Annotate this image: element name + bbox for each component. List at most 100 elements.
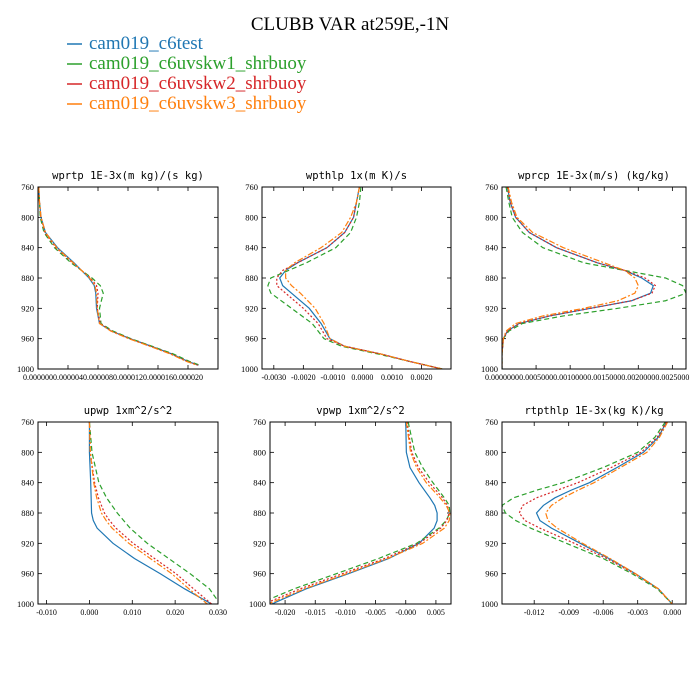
x-tick-label: -0.010 — [36, 608, 57, 617]
x-tick-label: 0.000004 — [53, 373, 83, 382]
y-tick-label: 760 — [485, 417, 498, 427]
panel-title: vpwp 1xm^2/s^2 — [316, 405, 405, 417]
x-tick-label: 0.000008 — [83, 373, 113, 382]
x-tick-label: 0.0020 — [410, 373, 432, 382]
x-tick-label: 0.0000000 — [485, 373, 519, 382]
x-tick-label: 0.000000 — [23, 373, 53, 382]
plot-frame — [501, 186, 687, 370]
y-tick-label: 800 — [485, 447, 498, 457]
y-tick-label: 920 — [245, 303, 258, 313]
series-line — [535, 422, 673, 604]
y-tick-label: 880 — [253, 508, 266, 518]
series-line — [270, 422, 451, 604]
series-line — [270, 422, 450, 603]
x-tick-label: -0.003 — [627, 608, 648, 617]
legend-entry: cam019_c6uvskw2_shrbuoy — [67, 73, 307, 94]
series-line — [267, 187, 443, 369]
chart-panel: upwp 1xm^2/s^2 760 800 840 880 920 960 1000-0.0… — [17, 405, 227, 617]
legend: cam019_c6testcam019_c6uvskw1_shrbuoycam0… — [67, 33, 307, 114]
panel-title: upwp 1xm^2/s^2 — [84, 405, 173, 417]
plot-frame — [269, 421, 452, 605]
series-line — [88, 422, 208, 604]
y-tick-label: 800 — [245, 212, 258, 222]
series-line — [518, 422, 673, 604]
series-line — [38, 187, 201, 366]
y-tick-label: 1000 — [17, 599, 34, 609]
legend-label: cam019_c6uvskw2_shrbuoy — [89, 73, 307, 94]
y-tick-label: 1000 — [481, 364, 498, 374]
x-tick-label: 0.010 — [123, 608, 141, 617]
y-tick-label: 960 — [253, 569, 266, 579]
plot-frame — [261, 186, 452, 370]
series-line — [502, 187, 657, 369]
x-tick-label: 0.020 — [166, 608, 184, 617]
legend-entry: cam019_c6test — [67, 33, 204, 54]
panel-title: wprtp 1E-3x(m kg)/(s kg) — [52, 170, 204, 182]
x-tick-label: 0.0020000 — [621, 373, 655, 382]
series-line — [285, 187, 443, 369]
panel-title: wpthlp 1x(m K)/s — [306, 170, 407, 182]
y-tick-label: 840 — [21, 478, 34, 488]
y-tick-label: 760 — [485, 182, 498, 192]
series-line — [502, 187, 655, 369]
y-tick-label: 880 — [245, 273, 258, 283]
y-tick-label: 840 — [485, 478, 498, 488]
series-line — [502, 187, 639, 369]
series-line — [279, 187, 443, 369]
x-tick-label: -0.006 — [593, 608, 614, 617]
y-tick-label: 800 — [21, 212, 34, 222]
y-tick-label: 800 — [485, 212, 498, 222]
series-line — [88, 422, 212, 604]
y-tick-label: 760 — [253, 417, 266, 427]
x-tick-label: -0.0030 — [261, 373, 286, 382]
y-tick-label: 920 — [21, 303, 34, 313]
y-tick-label: 1000 — [17, 364, 34, 374]
x-tick-label: 0.0015000 — [587, 373, 621, 382]
series-line — [38, 187, 199, 366]
panels: wprtp 1E-3x(m kg)/(s kg) 760 800 840 880 920 9… — [17, 170, 689, 617]
y-tick-label: 960 — [21, 334, 34, 344]
y-tick-label: 960 — [485, 569, 498, 579]
legend-entry: cam019_c6uvskw1_shrbuoy — [67, 53, 307, 74]
chart-panel: wprcp 1E-3x(m/s) (kg/kg) 760 800 840 880 920 9… — [481, 170, 689, 382]
series-line — [38, 187, 198, 366]
y-tick-label: 920 — [253, 538, 266, 548]
y-tick-label: 840 — [253, 478, 266, 488]
legend-label: cam019_c6uvskw1_shrbuoy — [89, 53, 307, 74]
series-line — [502, 187, 686, 369]
y-tick-label: 880 — [485, 273, 498, 283]
panel-title: wprcp 1E-3x(m/s) (kg/kg) — [518, 170, 670, 182]
x-tick-label: -0.009 — [558, 608, 579, 617]
x-tick-label: -0.000 — [395, 608, 416, 617]
y-tick-label: 800 — [253, 447, 266, 457]
x-tick-label: -0.0020 — [291, 373, 316, 382]
y-tick-label: 1000 — [249, 599, 266, 609]
y-tick-label: 960 — [485, 334, 498, 344]
series-line — [276, 187, 443, 369]
series-line — [545, 422, 673, 604]
y-tick-label: 920 — [21, 538, 34, 548]
x-tick-label: 0.0000 — [351, 373, 373, 382]
x-tick-label: 0.000 — [663, 608, 681, 617]
x-tick-label: -0.010 — [335, 608, 356, 617]
legend-entry: cam019_c6uvskw3_shrbuoy — [67, 93, 307, 114]
y-tick-label: 880 — [21, 508, 34, 518]
x-tick-label: 0.000012 — [113, 373, 143, 382]
y-tick-label: 760 — [21, 417, 34, 427]
x-tick-label: 0.000020 — [173, 373, 203, 382]
x-tick-label: -0.015 — [305, 608, 326, 617]
y-tick-label: 1000 — [481, 599, 498, 609]
y-tick-label: 760 — [21, 182, 34, 192]
y-tick-label: 880 — [485, 508, 498, 518]
series-line — [38, 187, 198, 366]
chart-panel: wpthlp 1x(m K)/s7608008408809209601000-0… — [241, 170, 452, 382]
y-tick-label: 960 — [245, 334, 258, 344]
x-tick-label: -0.020 — [275, 608, 296, 617]
y-tick-label: 840 — [485, 243, 498, 253]
legend-label: cam019_c6uvskw3_shrbuoy — [89, 93, 307, 114]
legend-label: cam019_c6test — [89, 33, 204, 54]
x-tick-label: 0.000016 — [143, 373, 173, 382]
plot-frame — [37, 421, 219, 605]
chart-panel: vpwp 1xm^2/s^2 760 800 840 880 920 960 1000 -0.0… — [249, 405, 452, 617]
